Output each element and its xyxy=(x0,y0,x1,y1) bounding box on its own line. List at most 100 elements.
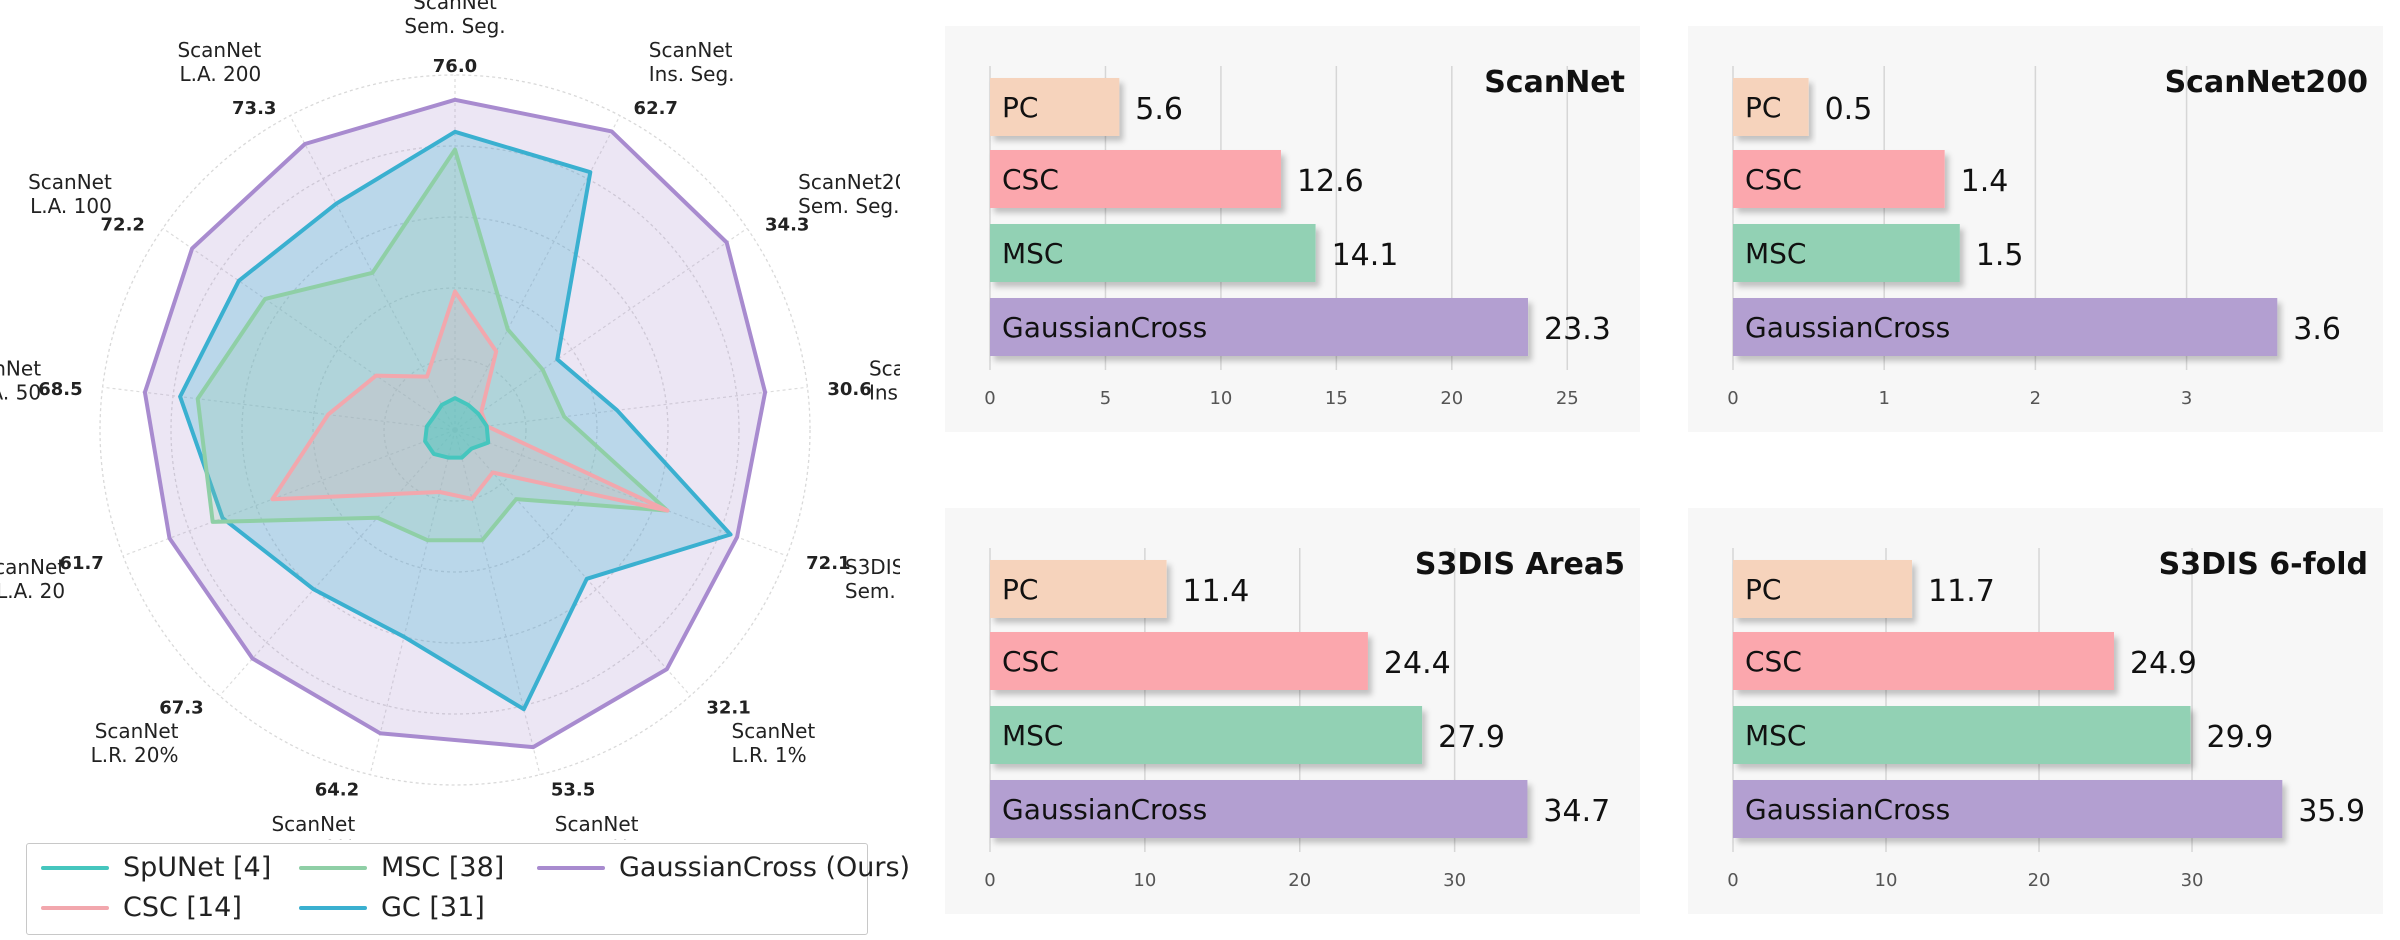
scannet200-category-label-gaussiancross: GaussianCross xyxy=(1745,311,1950,344)
radar-chart: 76.0 ScanNet Sem. Seg. 62.7 ScanNet Ins. Seg.… xyxy=(0,0,900,840)
scannet-bar-msc xyxy=(990,224,1316,282)
s3dis-6-fold-bar-pc xyxy=(1733,560,1913,618)
radar-axis-value-7: 53.5 xyxy=(551,779,595,800)
scannet-value-label-csc: 12.6 xyxy=(1297,164,1364,199)
radar-axis-name-8-line-2: L.R. 10% xyxy=(267,836,355,840)
radar-axis-name-6-line-1: ScanNet xyxy=(732,719,816,743)
s3dis-area5-tick-label-3: 20 xyxy=(1288,870,1311,891)
radar-axis-value-11: 68.5 xyxy=(38,379,82,400)
scannet200-value-label-csc: 1.4 xyxy=(1961,164,2009,199)
radar-axis-value-12: 72.2 xyxy=(101,215,145,236)
radar-axis-value-3: 34.3 xyxy=(765,215,809,236)
bar-chart-s3dis-6fold: 0 10 20 30 S3DIS 6-fold PC 11.7 CSC 24.9 MSC 29.9 G… xyxy=(1727,547,2368,891)
s3dis-area5-category-label-csc: CSC xyxy=(1002,645,1059,678)
s3dis-6-fold-category-label-pc: PC xyxy=(1745,573,1781,606)
scannet-bar-gaussiancross xyxy=(990,298,1529,356)
radar-axis-name-2-line-1: ScanNet xyxy=(649,38,733,62)
radar-axis-value-4: 30.6 xyxy=(827,379,871,400)
scannet200-bar-pc xyxy=(1733,78,1809,136)
radar-spoke-4 xyxy=(454,386,808,431)
s3dis-area5-bar-gaussiancross xyxy=(990,780,1528,838)
radar-axis-value-13: 73.3 xyxy=(232,98,276,119)
s3dis-area5-bar-msc xyxy=(990,706,1423,764)
s3dis-area5-tick-label-1: 0 xyxy=(984,870,995,891)
radar-spoke-9 xyxy=(219,429,456,697)
radar-axis-name-13-line-2: L.A. 200 xyxy=(179,62,261,86)
radar-axis-name-8-line-1: ScanNet xyxy=(271,812,355,836)
scannet200-bar-gaussiancross xyxy=(1733,298,2278,356)
bar-chart-scannet: 0 5 10 15 20 25 ScanNet PC 5.6 CSC 12.6 MSC 14.1 Gaus… xyxy=(984,65,1625,409)
radar-spoke-12 xyxy=(162,227,456,431)
radar-axis-value-1: 76.0 xyxy=(433,56,477,77)
s3dis-6-fold-value-label-csc: 24.9 xyxy=(2130,646,2197,681)
radar-axis-name-6-line-2: L.R. 1% xyxy=(732,743,807,767)
s3dis-area5-value-label-csc: 24.4 xyxy=(1384,646,1451,681)
radar-axis-value-5: 72.1 xyxy=(806,553,850,574)
scannet200-value-label-msc: 1.5 xyxy=(1976,238,2024,273)
bar-chart-s3dis-area5: 0 10 20 30 S3DIS Area5 PC 11.4 CSC 24.4 MSC 27.9 Ga… xyxy=(984,547,1625,891)
scannet-category-label-msc: MSC xyxy=(1002,237,1063,270)
scannet200-category-label-csc: CSC xyxy=(1745,163,1802,196)
radar-axis-name-5-line-2: Sem. Seg. xyxy=(845,579,900,603)
s3dis-area5-tick-label-2: 10 xyxy=(1133,870,1156,891)
legend-swatch-gc xyxy=(299,905,367,910)
s3dis-area5-value-label-gaussiancross: 34.7 xyxy=(1543,794,1610,829)
scannet200-value-label-gaussiancross: 3.6 xyxy=(2293,312,2341,347)
s3dis-area5-value-label-pc: 11.4 xyxy=(1183,574,1250,609)
scannet-tick-label-6: 25 xyxy=(1556,388,1579,409)
radar-spoke-2 xyxy=(454,115,621,431)
s3dis-6-fold-tick-label-3: 20 xyxy=(2028,870,2051,891)
legend-item-gc: GC [31] xyxy=(299,892,485,923)
s3dis-6-fold-bar-gaussiancross xyxy=(1733,780,2283,838)
scannet200-tick-label-4: 3 xyxy=(2181,388,2192,409)
radar-axis-name-4-line-1: ScanNet200 xyxy=(869,357,900,381)
scannet-tick-label-4: 15 xyxy=(1325,388,1348,409)
legend-swatch-spunet xyxy=(41,865,109,870)
scannet-category-label-pc: PC xyxy=(1002,91,1038,124)
s3dis-6-fold-tick-label-4: 30 xyxy=(2181,870,2204,891)
s3dis-area5-category-label-gaussiancross: GaussianCross xyxy=(1002,793,1207,826)
radar-axis-name-7-line-1: ScanNet xyxy=(555,812,639,836)
legend-swatch-csc xyxy=(41,905,109,910)
scannet200-tick-label-1: 0 xyxy=(1727,388,1738,409)
radar-grid-ring-2 xyxy=(312,287,598,573)
legend-swatch-msc xyxy=(299,865,367,870)
radar-axis-value-8: 64.2 xyxy=(315,779,359,800)
radar-axis-name-12-line-1: ScanNet xyxy=(28,170,112,194)
scannet-tick-label-5: 20 xyxy=(1440,388,1463,409)
bar-chart-scannet200: 0 1 2 3 ScanNet200 PC 0.5 CSC 1.4 MSC 1.5 GaussianC… xyxy=(1727,65,2368,409)
bar-panel-scannet200: 0 1 2 3 ScanNet200 PC 0.5 CSC 1.4 MSC 1.5 GaussianC… xyxy=(1688,26,2383,432)
legend-item-csc: CSC [14] xyxy=(41,892,242,923)
radar-spoke-7 xyxy=(454,429,541,775)
s3dis-6-fold-category-label-msc: MSC xyxy=(1745,719,1806,752)
radar-axis-name-9-line-1: ScanNet xyxy=(95,719,179,743)
radar-axis-name-12-line-2: L.A. 100 xyxy=(30,194,112,218)
radar-series xyxy=(142,97,768,750)
scannet-category-label-gaussiancross: GaussianCross xyxy=(1002,311,1207,344)
scannet200-title: ScanNet200 xyxy=(2165,65,2368,100)
scannet200-bar-csc xyxy=(1733,150,1945,208)
radar-axis-name-10-line-2: L.A. 20 xyxy=(0,579,65,603)
bar-panel-s3dis-6fold: 0 10 20 30 S3DIS 6-fold PC 11.7 CSC 24.9 MSC 29.9 G… xyxy=(1688,508,2383,914)
s3dis-6-fold-bar-csc xyxy=(1733,632,2114,690)
radar-axis-value-10: 61.7 xyxy=(59,553,103,574)
legend: SpUNet [4] MSC [38] GaussianCross (Ours)… xyxy=(26,843,910,935)
scannet200-value-label-pc: 0.5 xyxy=(1825,92,1873,127)
radar-grid-ring-4 xyxy=(170,145,740,715)
legend-label-csc: CSC [14] xyxy=(123,892,242,923)
s3dis-6-fold-value-label-gaussiancross: 35.9 xyxy=(2298,794,2365,829)
scannet-title: ScanNet xyxy=(1484,65,1625,100)
s3dis-area5-title: S3DIS Area5 xyxy=(1415,547,1625,582)
scannet-bar-csc xyxy=(990,150,1281,208)
legend-label-gaussiancross: GaussianCross (Ours) xyxy=(619,852,911,883)
scannet200-bar-msc xyxy=(1733,224,1960,282)
s3dis-area5-category-label-pc: PC xyxy=(1002,573,1038,606)
radar-axis-name-1-line-2: Sem. Seg. xyxy=(404,14,505,38)
radar-grid-ring-3 xyxy=(241,216,669,644)
radar-series-spunet xyxy=(423,396,491,460)
legend-swatch-gaussiancross xyxy=(537,865,605,870)
bar-panel-scannet: 0 5 10 15 20 25 ScanNet PC 5.6 CSC 12.6 MSC 14.1 Gaus… xyxy=(945,26,1640,432)
radar-axis-name-11-line-2: L.A. 50 xyxy=(0,381,41,405)
radar-axis-value-6: 32.1 xyxy=(706,698,750,719)
